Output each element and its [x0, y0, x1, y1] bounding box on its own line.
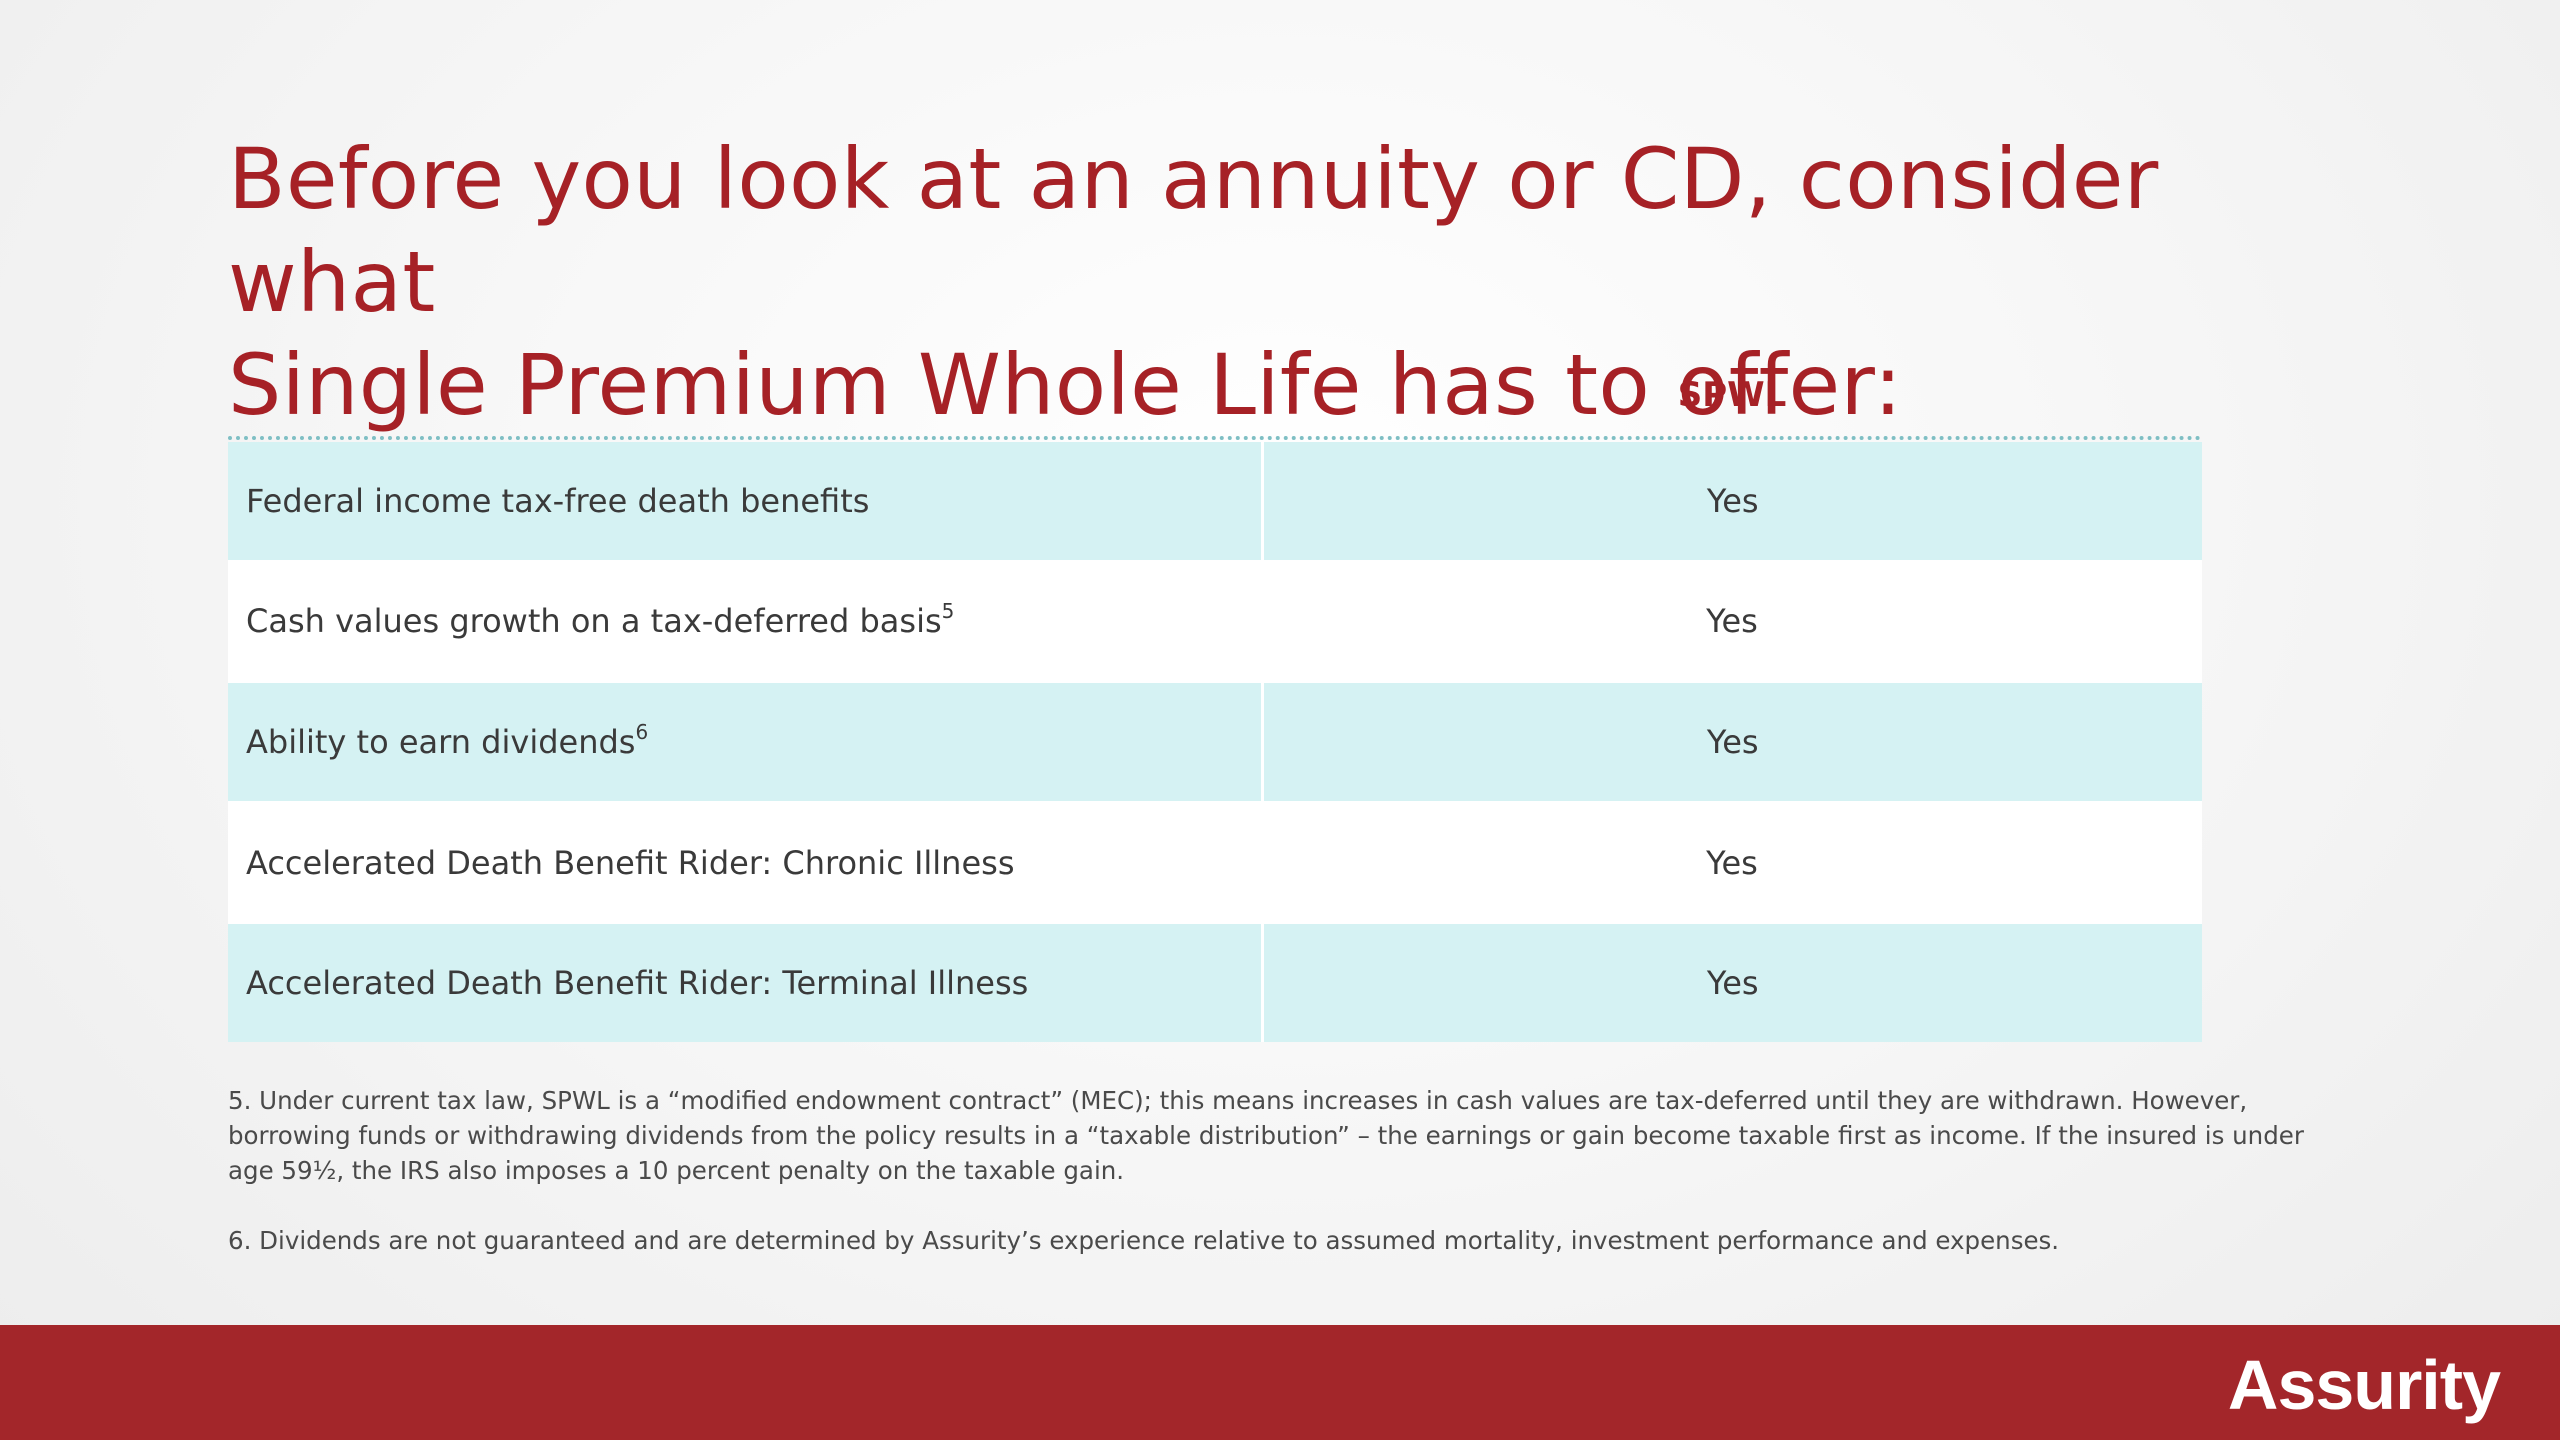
dotted-divider [228, 436, 2202, 440]
feature-label: Federal income tax-free death benefits [246, 481, 870, 520]
assurity-logo: Assurity [2227, 1346, 2501, 1424]
feature-label: Accelerated Death Benefit Rider: Chronic… [246, 843, 1015, 882]
feature-label: Cash values growth on a tax-deferred bas… [246, 602, 942, 641]
slide-title-line-1: Before you look at an annuity or CD, con… [228, 130, 2159, 331]
footnote-6: 6. Dividends are not guaranteed and are … [228, 1226, 2060, 1255]
feature-cell: Accelerated Death Benefit Rider: Chronic… [228, 800, 1262, 923]
footnote-marker: 6 [635, 719, 649, 744]
feature-cell: Cash values growth on a tax-deferred bas… [228, 559, 1262, 682]
footnote-5: 5. Under current tax law, SPWL is a “mod… [228, 1086, 2304, 1185]
value-cell: Yes [1262, 559, 2202, 682]
feature-cell: Ability to earn dividends6 [228, 680, 1264, 803]
footer-bar: Assurity [0, 1325, 2560, 1440]
feature-cell: Accelerated Death Benefit Rider: Termina… [228, 921, 1264, 1042]
footnotes: 5. Under current tax law, SPWL is a “mod… [228, 1083, 2348, 1258]
comparison-table: Federal income tax-free death benefits Y… [228, 442, 2202, 1042]
value-cell: Yes [1262, 680, 2202, 803]
feature-label: Ability to earn dividends [246, 722, 636, 761]
value-cell: Yes [1262, 442, 2202, 562]
table-row: Federal income tax-free death benefits Y… [228, 442, 2202, 562]
table-column-header: SPWL [1677, 375, 1787, 415]
feature-cell: Federal income tax-free death benefits [228, 442, 1264, 562]
table-row: Cash values growth on a tax-deferred bas… [228, 559, 2202, 682]
slide-title-line-2: Single Premium Whole Life has to offer: [228, 336, 1903, 434]
table-row: Accelerated Death Benefit Rider: Chronic… [228, 800, 2202, 923]
footnote-marker: 5 [941, 599, 955, 624]
table-row: Accelerated Death Benefit Rider: Termina… [228, 921, 2202, 1042]
value-cell: Yes [1262, 921, 2202, 1042]
value-cell: Yes [1262, 800, 2202, 923]
feature-label: Accelerated Death Benefit Rider: Termina… [246, 964, 1029, 1003]
table-row: Ability to earn dividends6 Yes [228, 680, 2202, 803]
slide-title: Before you look at an annuity or CD, con… [228, 128, 2328, 437]
